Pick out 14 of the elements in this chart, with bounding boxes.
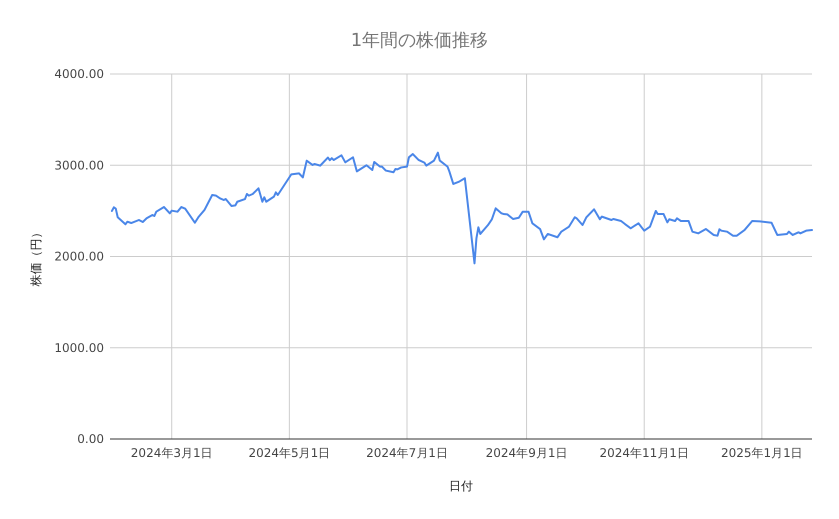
title: 1年間の株価推移	[350, 30, 488, 51]
xlabel: 日付	[449, 479, 473, 493]
ytick: 3000.00	[54, 158, 104, 172]
xtick: 2024年5月1日	[248, 446, 330, 460]
ytick: 2000.00	[54, 250, 104, 264]
xtick: 2024年9月1日	[486, 446, 568, 460]
xtick: 2024年3月1日	[130, 446, 213, 460]
ylabel: 株価（円）	[29, 226, 43, 286]
ytick: 0.00	[77, 432, 104, 446]
ytick: 4000.00	[54, 67, 104, 81]
ytick: 1000.00	[54, 340, 104, 355]
xtick: 2024年11月1日	[600, 446, 689, 460]
xtick: 2024年7月1日	[366, 446, 448, 460]
xtick: 2025年1月1日	[720, 446, 803, 460]
